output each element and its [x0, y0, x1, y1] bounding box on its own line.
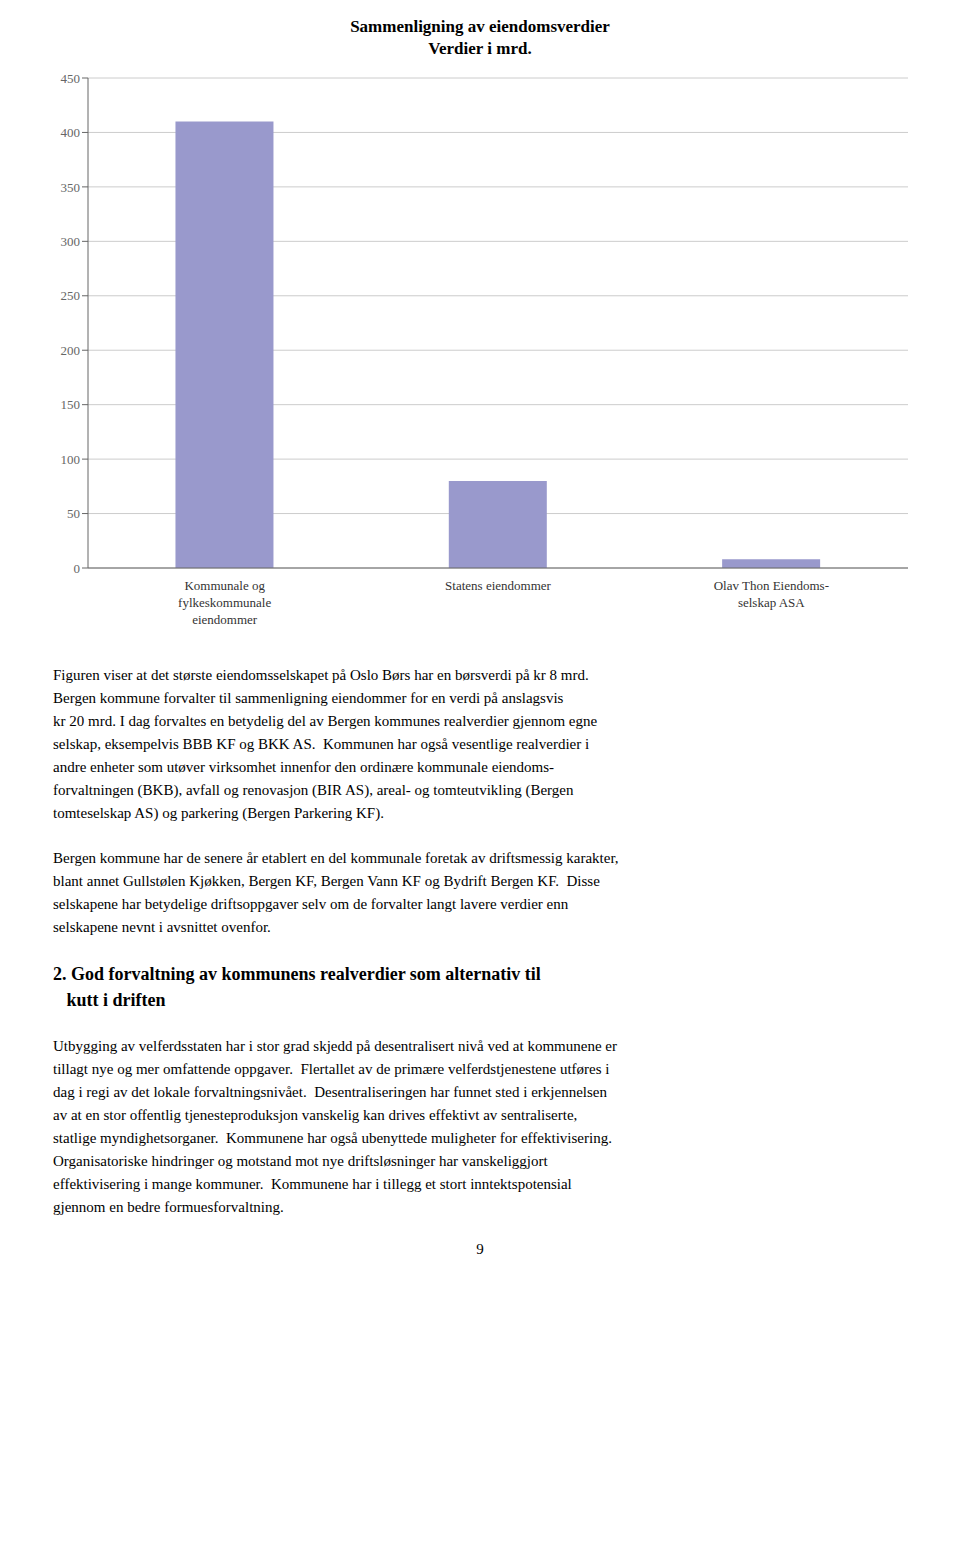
svg-text:0: 0: [74, 561, 81, 576]
html-text:kutt i driften: kutt i driften: [53, 990, 166, 1010]
html-text:2. God forvaltning av kommunen: 2. God forvaltning av kommunens realverd…: [53, 964, 541, 984]
html-text:statlige myndighetsorganer. Ko: statlige myndighetsorganer. Kommunene ha…: [53, 1130, 612, 1146]
html-text:9: 9: [476, 1241, 484, 1257]
html-text:Verdier i mrd.: Verdier i mrd.: [428, 39, 532, 58]
html-text:selskapene har betydelige drif: selskapene har betydelige driftsoppgaver…: [53, 896, 569, 912]
html-text:dag i regi av det lokale forva: dag i regi av det lokale forvaltningsniv…: [53, 1084, 607, 1100]
html-text:Bergen kommune har de senere å: Bergen kommune har de senere år etablert…: [53, 850, 619, 866]
html-text:effektivisering i mange kommun: effektivisering i mange kommuner. Kommun…: [53, 1176, 572, 1192]
svg-text:400: 400: [61, 125, 81, 140]
html-text:kr 20 mrd. I dag forvaltes en: kr 20 mrd. I dag forvaltes en betydelig …: [53, 713, 598, 729]
html-text:selskap, eksempelvis BBB KF og: selskap, eksempelvis BBB KF og BKK AS. K…: [53, 736, 590, 752]
html-text:blant annet Gullstølen Kjøkken: blant annet Gullstølen Kjøkken, Bergen K…: [53, 873, 600, 889]
html-text:Sammenligning av eiendomsverdi: Sammenligning av eiendomsverdier: [350, 17, 610, 36]
html-text:tomteselskap AS) og parkering: tomteselskap AS) og parkering (Bergen Pa…: [53, 805, 384, 821]
html-text:andre enheter som utøver virks: andre enheter som utøver virksomhet inne…: [53, 759, 555, 775]
html-text:tillagt nye og mer omfattende: tillagt nye og mer omfattende oppgaver. …: [53, 1061, 610, 1077]
svg-text:350: 350: [61, 180, 81, 195]
html-text:av at en stor offentlig tjenes: av at en stor offentlig tjenesteproduksj…: [53, 1107, 578, 1123]
html-text:gjennom en bedre formuesforval: gjennom en bedre formuesforvaltning.: [53, 1199, 284, 1215]
svg-text:50: 50: [67, 506, 80, 521]
html-text:forvaltningen (BKB), avfall og: forvaltningen (BKB), avfall og renovasjo…: [53, 782, 574, 798]
html-text:Organisatoriske hindringer og: Organisatoriske hindringer og motstand m…: [53, 1153, 548, 1169]
html-text:selskapene nevnt i avsnittet o: selskapene nevnt i avsnittet ovenfor.: [53, 919, 271, 935]
svg-text:300: 300: [61, 234, 81, 249]
svg-text:100: 100: [61, 452, 81, 467]
html-text:Figuren viser at det største e: Figuren viser at det største eiendomssel…: [53, 667, 589, 683]
svg-text:250: 250: [61, 288, 81, 303]
svg-text:450: 450: [61, 71, 81, 86]
svg-text:150: 150: [61, 397, 81, 412]
html-text:Utbygging av velferdsstaten ha: Utbygging av velferdsstaten har i stor g…: [53, 1038, 617, 1054]
html-text:Bergen kommune forvalter til s: Bergen kommune forvalter til sammenligni…: [53, 690, 564, 706]
svg-text:Olav Thon Eiendoms-selskap ASA: Olav Thon Eiendoms-selskap ASA: [714, 578, 829, 610]
svg-text:Statens eiendommer: Statens eiendommer: [445, 578, 551, 593]
svg-text:Kommunale ogfylkeskommunaleeie: Kommunale ogfylkeskommunaleeiendommer: [178, 578, 271, 627]
svg-text:200: 200: [61, 343, 81, 358]
